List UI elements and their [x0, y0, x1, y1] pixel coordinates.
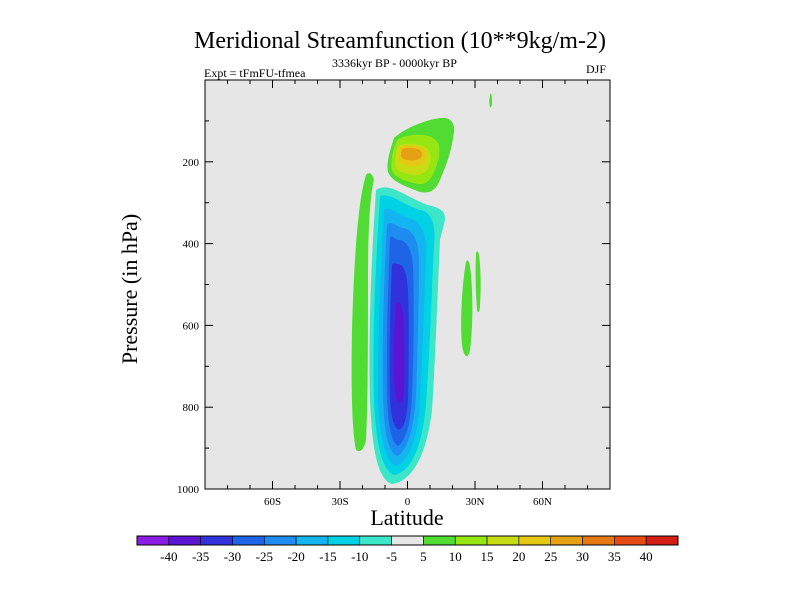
colorbar: -40 -35 -30 -25 -20 -15 -10 -5 5 10 15 20 25 30 35 40 — [136, 535, 679, 564]
colorbar-swatch — [423, 535, 456, 546]
x-tick-label: 30S — [331, 496, 348, 508]
colorbar-swatch — [645, 535, 679, 546]
colorbar-swatch — [454, 535, 488, 546]
colorbar-swatch — [295, 535, 329, 546]
colorbar-label: -35 — [192, 549, 209, 564]
y-tick-label: 200 — [183, 157, 200, 169]
x-tick-label: 60N — [533, 496, 552, 508]
y-tick-label: 400 — [183, 239, 200, 251]
colorbar-label: 40 — [640, 549, 653, 564]
colorbar-label: -10 — [351, 549, 368, 564]
colorbar-swatch — [327, 535, 361, 546]
contour-pos-25 — [400, 148, 423, 161]
contour-pos-band-north — [461, 260, 473, 357]
contour-fills — [351, 93, 492, 485]
colorbar-label: 30 — [576, 549, 589, 564]
y-tick-label: 1000 — [177, 484, 200, 496]
contour-neg-35 — [393, 302, 405, 404]
colorbar-swatch — [136, 535, 170, 546]
colorbar-swatch — [486, 535, 520, 546]
period-label: 3336kyr BP - 0000kyr BP — [332, 56, 457, 70]
colorbar-label: -40 — [160, 549, 177, 564]
y-tick-label: 800 — [183, 402, 200, 414]
x-axis-label: Latitude — [370, 505, 444, 530]
colorbar-swatch — [550, 535, 583, 546]
x-tick-label: 0 — [405, 496, 411, 508]
colorbar-swatch — [391, 535, 424, 546]
colorbar-swatch — [232, 535, 265, 546]
colorbar-swatch — [263, 535, 297, 546]
contour-pos-band-south — [351, 173, 374, 452]
colorbar-label: -5 — [386, 549, 397, 564]
contour-pos-top-spot — [489, 93, 492, 108]
colorbar-label: 20 — [512, 549, 525, 564]
colorbar-swatch — [614, 535, 647, 546]
colorbar-swatch — [168, 535, 201, 546]
axis-ticks: 60S 30S 0 30N 60N 200 400 600 800 1000 — [177, 80, 610, 508]
colorbar-label: 10 — [449, 549, 462, 564]
contour-pos-filament — [475, 251, 481, 313]
colorbar-swatch — [359, 535, 392, 546]
colorbar-label: -25 — [256, 549, 273, 564]
x-tick-label: 30N — [466, 496, 485, 508]
colorbar-label: -20 — [287, 549, 304, 564]
colorbar-swatch — [200, 535, 233, 546]
colorbar-frame — [136, 535, 679, 546]
x-tick-label: 60S — [264, 496, 281, 508]
colorbar-label: 15 — [481, 549, 494, 564]
colorbar-label: 25 — [544, 549, 557, 564]
colorbar-label: -30 — [224, 549, 241, 564]
y-tick-label: 600 — [183, 320, 200, 332]
colorbar-swatch — [518, 535, 552, 546]
colorbar-label: 5 — [420, 549, 427, 564]
season-label: DJF — [586, 62, 607, 76]
colorbar-label: 35 — [608, 549, 621, 564]
chart-title: Meridional Streamfunction (10**9kg/m-2) — [194, 28, 606, 54]
colorbar-label: -15 — [319, 549, 336, 564]
colorbar-swatch — [582, 535, 615, 546]
experiment-label: Expt = tFmFU-tfmea — [204, 66, 306, 80]
